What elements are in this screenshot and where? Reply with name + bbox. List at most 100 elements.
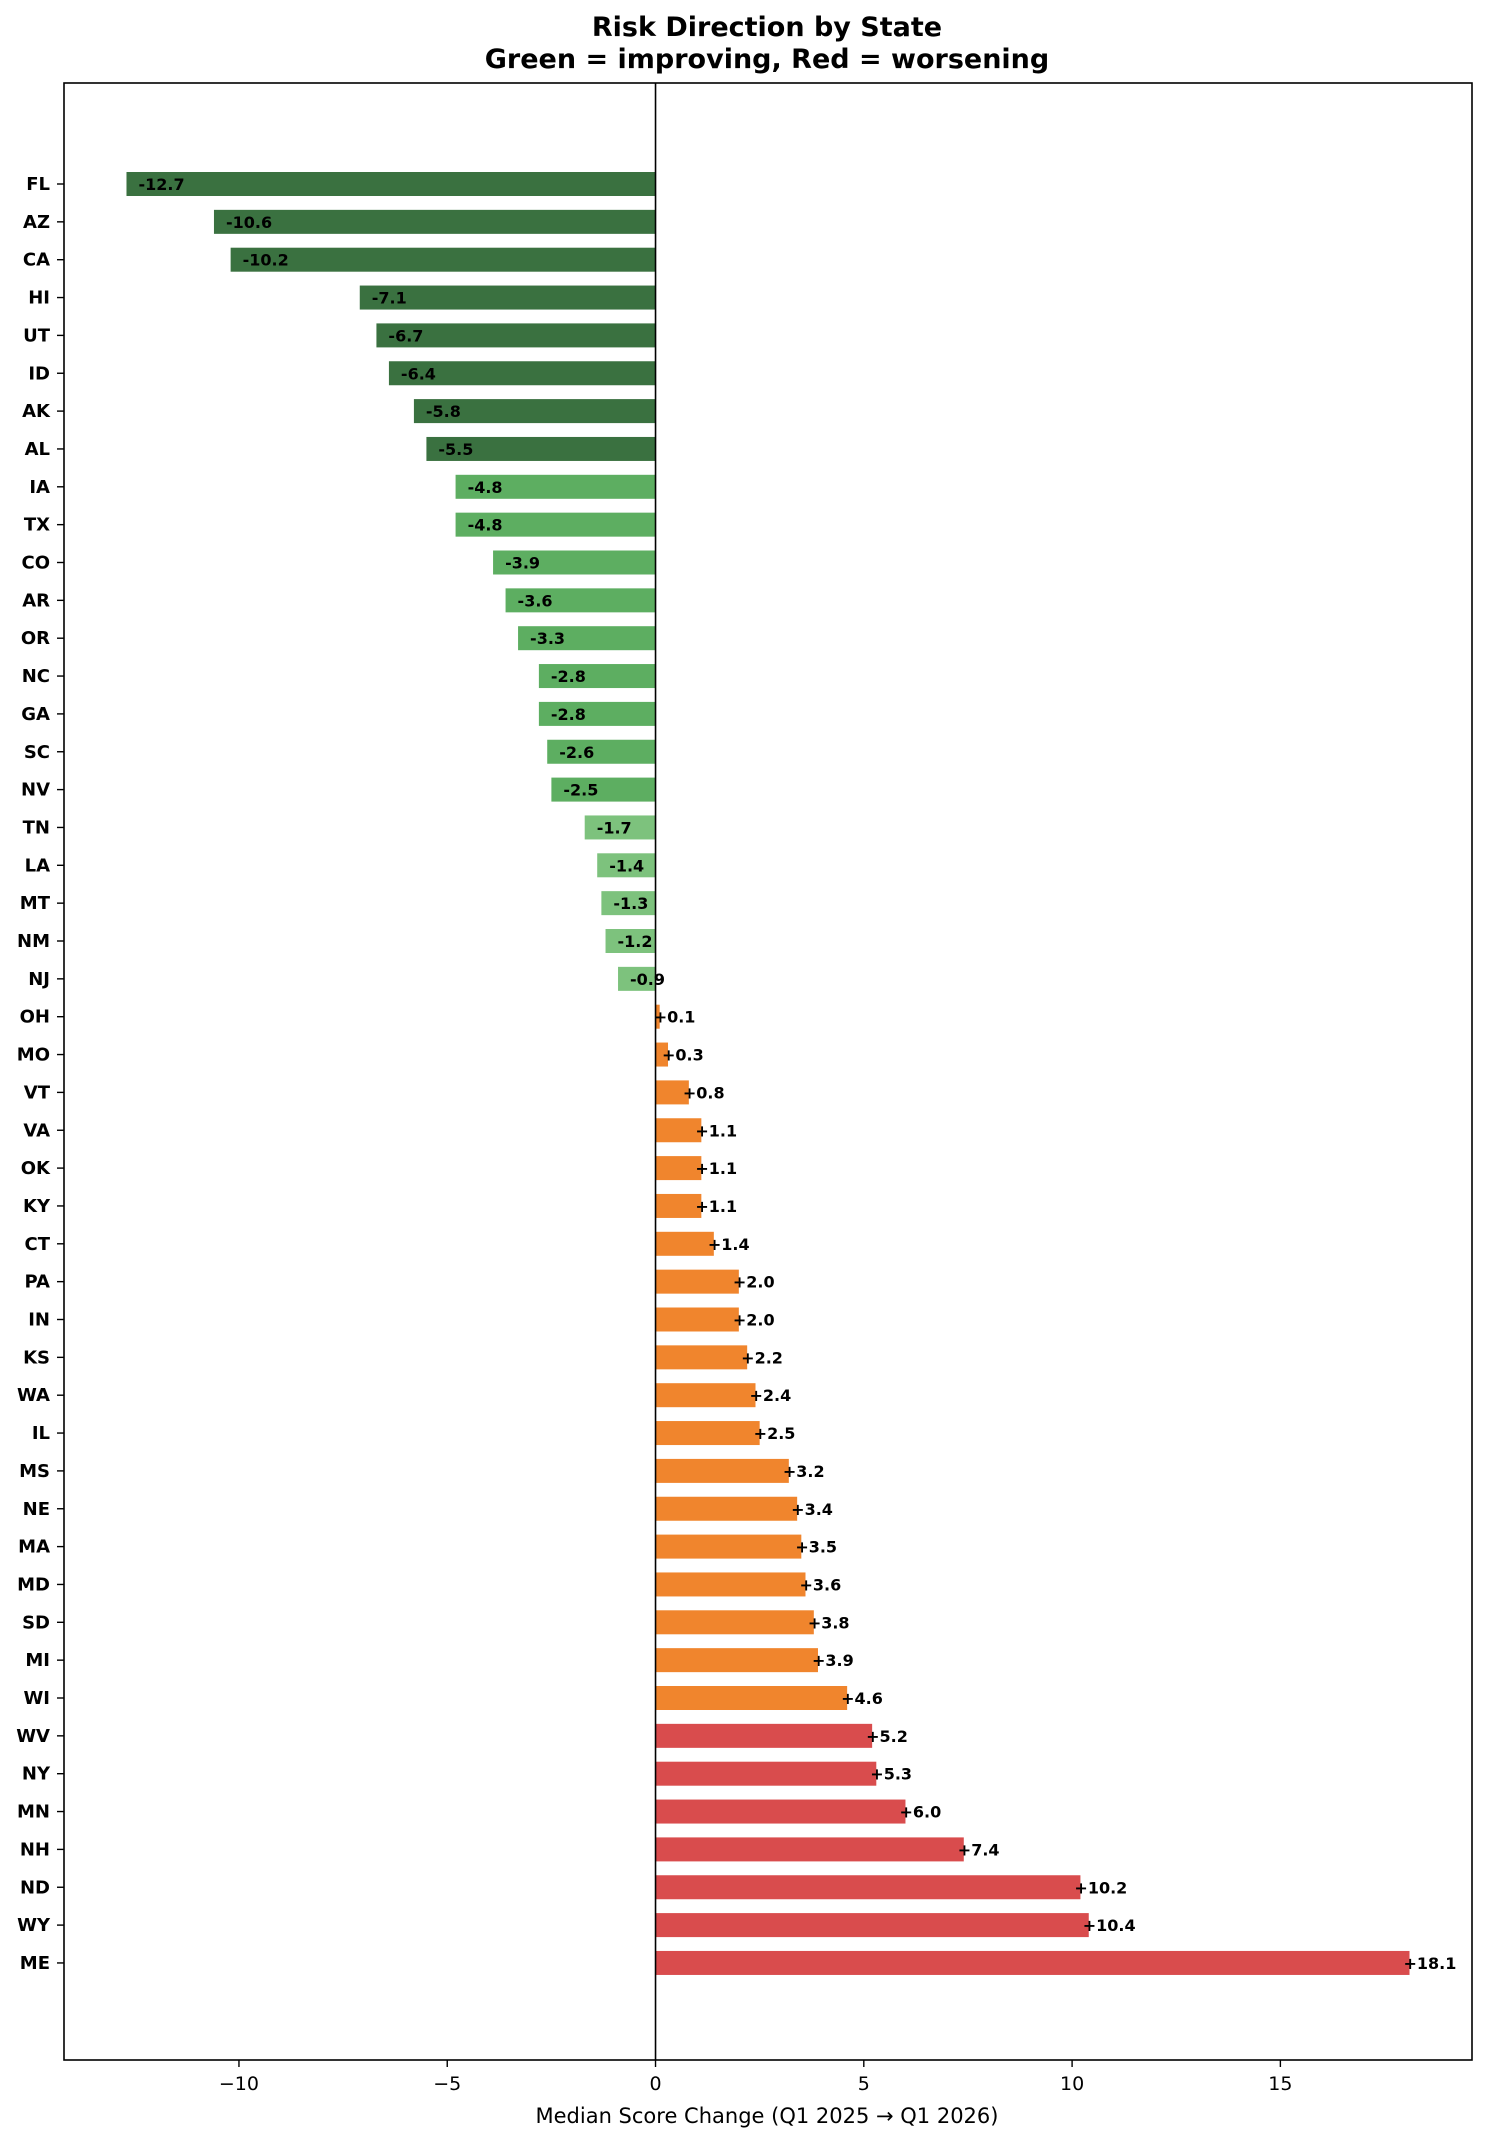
bar-mn [655, 1799, 906, 1824]
y-tick-label: IN [28, 1310, 50, 1331]
bar-wi [655, 1686, 848, 1710]
y-tick-label: MI [25, 1650, 50, 1671]
bar-ak [413, 399, 656, 424]
y-tick-label: NC [22, 666, 50, 687]
bar-ar [505, 588, 656, 613]
bar-il [655, 1421, 760, 1446]
data-label: +2.0 [733, 1273, 775, 1292]
data-label: -2.8 [551, 667, 586, 686]
y-tick-label: MT [20, 893, 51, 914]
y-tick-label: OH [20, 1007, 50, 1028]
bar-wa [655, 1383, 756, 1408]
data-label: -3.6 [518, 591, 553, 610]
y-tick-label: WV [16, 1726, 50, 1747]
y-tick-label: AR [22, 590, 50, 611]
bar-pa [655, 1269, 739, 1294]
data-label: +7.4 [958, 1840, 1000, 1859]
x-tick-label: 15 [1268, 2073, 1292, 2095]
data-label: +3.5 [795, 1538, 837, 1557]
bar-nd [655, 1875, 1081, 1900]
bar-co [493, 550, 656, 575]
y-tick-label: TN [23, 817, 50, 838]
data-label: +3.8 [808, 1613, 850, 1632]
y-tick-label: FL [26, 174, 50, 195]
bar-sd [655, 1610, 814, 1635]
data-label: +1.1 [695, 1197, 737, 1216]
y-tick-label: GA [21, 704, 50, 725]
data-label: +2.4 [750, 1386, 792, 1405]
data-label: -5.8 [426, 402, 461, 421]
data-label: +2.2 [741, 1348, 783, 1367]
bar-vt [655, 1080, 689, 1105]
y-tick-label: WA [17, 1385, 50, 1406]
y-tick-label: HI [28, 288, 50, 309]
bar-id [388, 361, 656, 386]
data-label: -1.3 [613, 894, 648, 913]
data-label: -5.5 [438, 440, 473, 459]
data-label: -12.7 [138, 175, 184, 194]
y-tick-label: MA [18, 1537, 50, 1558]
y-tick-label: WY [17, 1915, 51, 1936]
y-tick-label: MO [17, 1045, 50, 1066]
y-tick-label: ND [20, 1877, 50, 1898]
y-tick-label: NH [20, 1839, 50, 1860]
bars-group [126, 172, 1410, 1975]
y-tick-label: TX [24, 515, 50, 536]
bar-ks [655, 1345, 748, 1370]
y-tick-label: AK [22, 401, 51, 422]
bar-in [655, 1307, 739, 1332]
y-tick-label: NV [21, 780, 50, 801]
data-label: -6.7 [388, 326, 423, 345]
y-tick-label: VT [24, 1082, 51, 1103]
bar-sc [547, 739, 656, 764]
bar-nh [655, 1837, 964, 1862]
data-label: +1.4 [708, 1235, 750, 1254]
bar-mt [601, 891, 656, 916]
y-tick-label: OR [21, 628, 50, 649]
data-label: +5.2 [866, 1727, 908, 1746]
bar-nc [538, 664, 656, 689]
y-tick-label: AZ [23, 212, 50, 233]
y-tick-label: OK [21, 1158, 51, 1179]
y-tick-label: WI [23, 1688, 50, 1709]
y-tick-label: SD [22, 1612, 50, 1633]
data-label: -1.2 [618, 932, 653, 951]
bar-ny [655, 1761, 877, 1786]
bar-ga [538, 701, 656, 726]
data-label: +3.2 [783, 1462, 825, 1481]
data-labels: -12.7-10.6-10.2-7.1-6.7-6.4-5.8-5.5-4.8-… [138, 175, 1456, 1973]
y-tick-label: PA [25, 1272, 51, 1293]
bar-tx [455, 512, 656, 537]
bar-ut [376, 323, 656, 348]
y-tick-label: VA [23, 1120, 50, 1141]
y-tick-label: ME [20, 1953, 50, 1974]
y-tick-label: MS [19, 1461, 50, 1482]
chart-title: Risk Direction by State [592, 12, 942, 43]
data-label: -4.8 [468, 478, 503, 497]
y-tick-label: NY [22, 1764, 51, 1785]
data-label: +0.1 [654, 1008, 696, 1027]
y-tick-label: KS [23, 1347, 50, 1368]
data-label: -4.8 [468, 516, 503, 535]
data-label: +5.3 [870, 1765, 912, 1784]
y-tick-label: AL [25, 439, 50, 460]
x-tick-label: −5 [433, 2073, 461, 2095]
data-label: +10.2 [1074, 1878, 1127, 1897]
chart-subtitle: Green = improving, Red = worsening [485, 44, 1049, 75]
bar-ia [455, 474, 656, 499]
y-tick-label: ID [28, 363, 50, 384]
y-tick-label: NE [23, 1499, 50, 1520]
bar-me [655, 1950, 1410, 1975]
plot-frame [63, 82, 1473, 2061]
y-tick-label: IA [29, 477, 50, 498]
y-tick-label: NM [17, 931, 50, 952]
data-label: +4.6 [841, 1689, 883, 1708]
data-label: +6.0 [899, 1803, 941, 1822]
data-label: -10.6 [226, 213, 272, 232]
y-tick-label: NJ [28, 969, 50, 990]
x-tick-label: −10 [219, 2073, 259, 2095]
bar-nj [618, 966, 656, 991]
data-label: -10.2 [243, 251, 289, 270]
data-label: +0.8 [683, 1083, 725, 1102]
y-tick-label: KY [23, 1196, 51, 1217]
